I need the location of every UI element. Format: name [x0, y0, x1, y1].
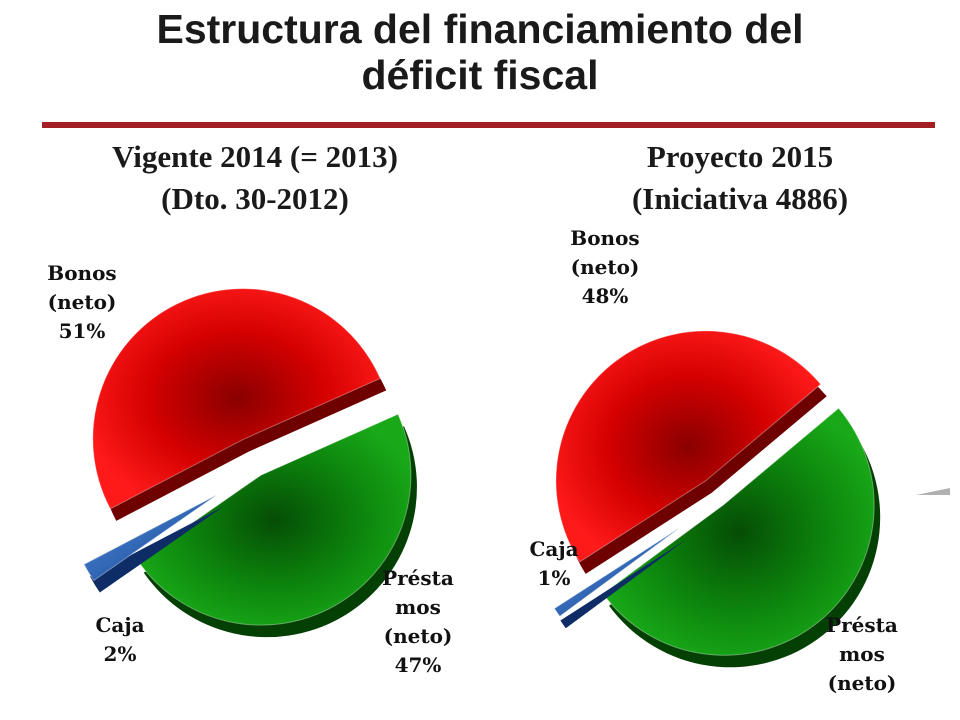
chart-left-subtitle: Vigente 2014 (= 2013) (Dto. 30-2012) — [40, 136, 470, 220]
pie-slice-caja — [83, 494, 218, 582]
pie-slice-depth-caja — [90, 506, 223, 593]
pie-label-prsta: Présta mos (neto) 47% — [382, 566, 454, 677]
chart-right-subtitle-line1: Proyecto 2015 — [646, 139, 834, 174]
pie-chart-proyecto-2015 — [553, 330, 881, 668]
pie-label-caja: Caja 2% — [95, 613, 144, 666]
pie-slice-caja — [553, 526, 681, 617]
pie-label-caja: Caja 1% — [529, 537, 578, 590]
pie-label-bonos: Bonos (neto) 48% — [570, 226, 639, 308]
page-title: Estructura del financiamiento del défici… — [0, 6, 960, 98]
chart-right-subtitle-line2: (Iniciativa 4886) — [631, 181, 849, 216]
chart-left-subtitle-line1: Vigente 2014 (= 2013) — [112, 139, 398, 174]
pie-slice-bonos — [555, 330, 822, 563]
pie-chart-vigente-2014 — [83, 288, 417, 638]
pie-slice-bonos — [92, 288, 381, 510]
pie-slice-prsta — [137, 413, 412, 626]
pie-label-prsta: Présta mos (neto) — [826, 613, 898, 695]
pie-label-bonos: Bonos (neto) 51% — [47, 261, 116, 343]
title-divider — [42, 122, 935, 128]
decorative-arrow-mark — [916, 488, 950, 495]
pie-slice-prsta — [602, 407, 875, 656]
page-title-line1: Estructura del financiamiento del — [156, 6, 804, 52]
chart-left-subtitle-line2: (Dto. 30-2012) — [161, 181, 349, 216]
pie-slice-depth-caja — [560, 539, 687, 629]
page-title-line2: déficit fiscal — [361, 52, 599, 98]
chart-right-subtitle: Proyecto 2015 (Iniciativa 4886) — [540, 136, 940, 220]
